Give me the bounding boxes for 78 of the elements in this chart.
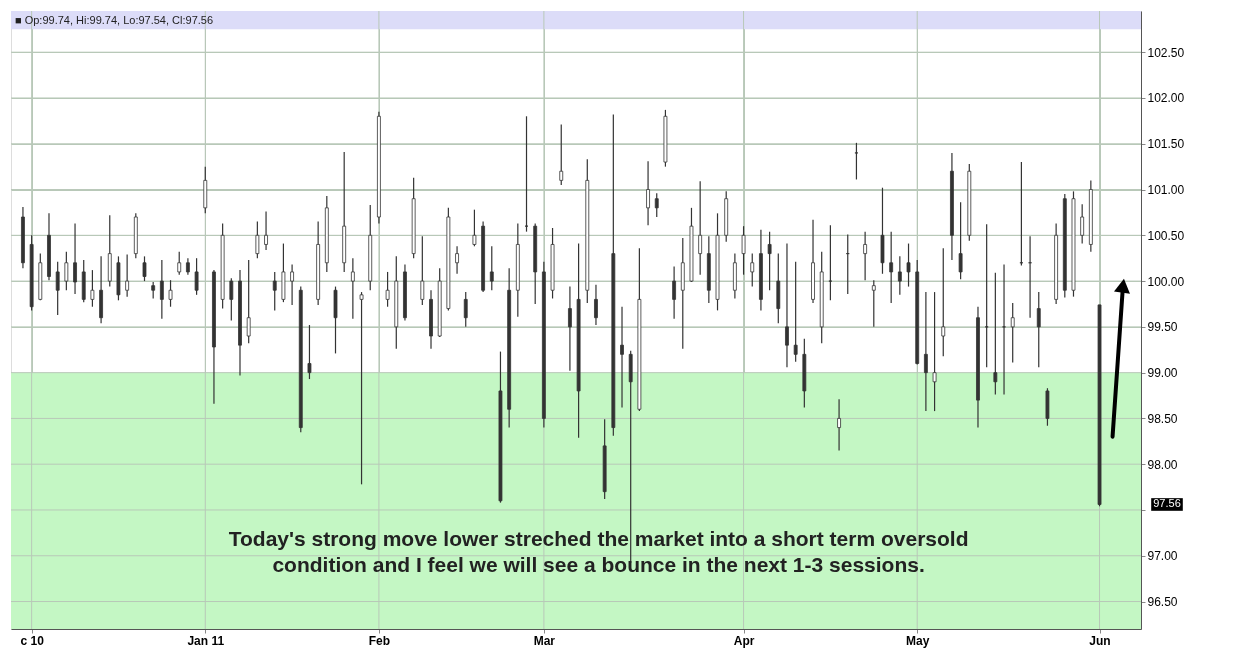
x-tick-label: c 10 — [20, 633, 45, 648]
candlestick — [837, 398, 841, 452]
y-tick-label: 99.50 — [1147, 320, 1178, 335]
y-tick-label: 97.00 — [1147, 549, 1178, 564]
candlestick — [55, 261, 60, 316]
candlestick — [767, 231, 772, 291]
x-tick-label: Mar — [533, 633, 556, 648]
candlestick — [620, 306, 624, 409]
candlestick — [854, 142, 859, 181]
candlestick — [741, 225, 746, 276]
candlestick — [594, 284, 598, 326]
candlestick — [646, 160, 650, 226]
candlestick — [359, 291, 364, 485]
candlestick — [420, 235, 425, 306]
candlestick — [568, 285, 572, 372]
x-tick-label: Feb — [368, 633, 391, 648]
x-tick-label: Apr — [733, 633, 755, 648]
annotation: Today's strong move lower streched the market into a short term oversold condition and I feel we will see a bounce in the next 1-3 sessions. — [228, 527, 969, 576]
y-tick-label: 100.00 — [1147, 274, 1185, 289]
text: 97.56 — [1153, 497, 1181, 510]
candlestick — [90, 269, 95, 308]
candlestick — [1010, 302, 1015, 364]
candlestick — [923, 291, 928, 412]
x-tick-label: May — [906, 633, 930, 648]
candlestick — [941, 247, 946, 357]
candlestick — [73, 222, 77, 295]
candlestick — [906, 242, 911, 288]
annotation: ■ Op:99.74, Hi:99.74, Lo:97.54, Cl:97.56 — [15, 14, 214, 26]
candlestick — [932, 291, 937, 412]
candlestick — [672, 265, 677, 320]
y-tick-label: 101.00 — [1147, 183, 1185, 198]
candlestick — [993, 272, 998, 396]
candlestick — [828, 224, 833, 301]
candlestick — [255, 220, 260, 259]
candlestick — [1036, 291, 1041, 368]
y-tick-label: 102.00 — [1147, 91, 1185, 106]
y-tick-label: 102.50 — [1147, 45, 1185, 60]
candlestick — [489, 245, 494, 291]
candlestick — [958, 201, 963, 280]
y-tick-label: 98.00 — [1147, 457, 1178, 472]
candlestick — [229, 277, 234, 322]
candlestick — [64, 251, 69, 291]
candlestick — [472, 209, 477, 247]
candlestick — [307, 324, 312, 380]
candlestick — [698, 180, 703, 276]
candlestick — [1080, 203, 1085, 245]
candlestick — [785, 242, 789, 368]
y-tick-label: 100.50 — [1147, 228, 1185, 243]
y-tick-label: 96.50 — [1147, 595, 1178, 610]
candlestick — [142, 255, 147, 282]
candlestick — [750, 253, 755, 288]
candlestick — [264, 210, 268, 251]
candlestick — [168, 279, 173, 308]
y-tick-label: 99.00 — [1147, 366, 1178, 381]
candlestick — [350, 257, 355, 320]
candlestick — [984, 223, 989, 368]
x-tick-label: Jan 11 — [187, 633, 225, 648]
candlestick — [177, 251, 182, 276]
candlestick — [897, 255, 902, 296]
y-tick-label: 101.50 — [1147, 137, 1185, 152]
candlestick — [1002, 264, 1006, 396]
candlestick — [889, 231, 894, 304]
candlestick — [455, 245, 459, 275]
candlestick — [246, 259, 251, 344]
candlestick — [125, 253, 130, 298]
y-tick-label: 98.50 — [1147, 411, 1178, 426]
candlestick — [463, 291, 468, 328]
x-tick-label: Jun — [1089, 633, 1111, 648]
candlestick — [871, 279, 876, 328]
candlestick — [559, 123, 564, 186]
candlestick — [385, 271, 390, 308]
candlestick — [654, 192, 659, 218]
candlestick — [159, 259, 164, 320]
candlestick — [290, 264, 294, 306]
candlestick — [272, 271, 277, 311]
candlestick — [194, 257, 199, 296]
candlestick — [863, 231, 868, 281]
candlestick — [793, 261, 798, 363]
